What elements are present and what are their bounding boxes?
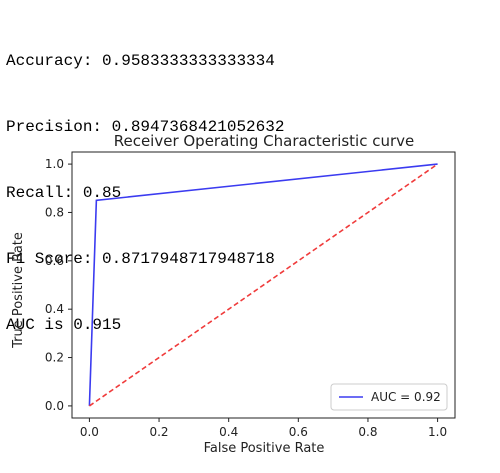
auc-line: AUC is 0.915	[6, 316, 122, 334]
x-tick-label: 0.4	[219, 425, 238, 439]
chart-title: Receiver Operating Characteristic curve	[114, 132, 415, 150]
y-tick-label: 0.6	[45, 254, 64, 268]
accuracy-line: Accuracy: 0.9583333333333334	[6, 52, 275, 70]
x-tick-label: 0.0	[80, 425, 99, 439]
y-tick-label: 0.0	[45, 399, 64, 413]
plot-area: 0.0 0.2 0.4 0.6 0.8 1.0 0.0 0.2 0.4 0.6 0.8 1.0 AUC …	[45, 151, 456, 439]
recall-line: Recall: 0.85	[6, 184, 122, 202]
plot-frame	[71, 151, 456, 419]
f1-score-line: F1 Score: 0.8717948717948718	[6, 250, 275, 268]
x-tick-label: 0.8	[358, 425, 377, 439]
y-tick-label: 0.8	[45, 205, 64, 219]
roc-curve-line	[88, 163, 438, 406]
metrics-output: Accuracy: 0.9583333333333334 Precision: …	[6, 6, 284, 358]
x-tick-label: 0.2	[149, 425, 168, 439]
y-axis-label: True Positive Rate	[11, 232, 26, 349]
x-tick-label: 0.6	[289, 425, 308, 439]
y-tick-label: 1.0	[45, 157, 64, 171]
x-axis-label: False Positive Rate	[204, 441, 325, 456]
legend-label: AUC = 0.92	[371, 390, 441, 404]
x-tick-label: 1.0	[428, 425, 447, 439]
chance-diagonal-line	[88, 163, 439, 407]
y-tick-label: 0.4	[45, 302, 64, 316]
legend-box	[330, 383, 448, 411]
y-tick-label: 0.2	[45, 351, 64, 365]
precision-line: Precision: 0.8947368421052632	[6, 118, 285, 136]
